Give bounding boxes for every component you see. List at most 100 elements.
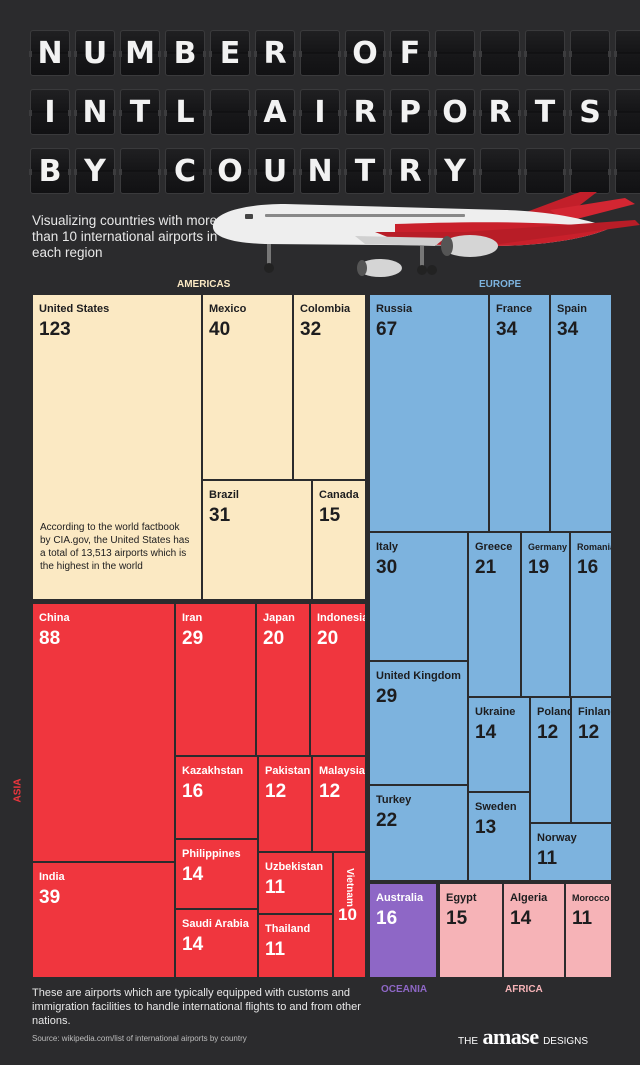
treemap-cell-philippines: Philippines 14 (175, 839, 258, 909)
treemap-cell-morocco: Morocco 11 (565, 883, 612, 978)
title-letter-tile: R (344, 89, 386, 135)
country-name: Poland (537, 706, 571, 718)
country-value: 34 (496, 319, 518, 340)
country-value: 123 (39, 319, 71, 340)
title-letter-tile: T (119, 89, 161, 135)
country-name: Vietnam (343, 868, 355, 907)
country-name: Pakistan (265, 765, 311, 777)
treemap-cell-italy: Italy 30 (369, 532, 468, 661)
country-name: Romania (577, 542, 612, 552)
country-name: Indonesia (317, 612, 366, 624)
title-letter-tile: I (29, 89, 71, 135)
country-name: Germany (528, 542, 568, 552)
title-letter-tile: C (164, 148, 206, 194)
title-letter-tile (524, 30, 566, 76)
region-label-asia: ASIA (12, 778, 24, 803)
title-letter-tile: N (74, 89, 116, 135)
country-value: 12 (537, 722, 559, 743)
title-letter-tile (479, 30, 521, 76)
country-name: Finland (578, 706, 611, 718)
country-name: Italy (376, 541, 399, 553)
title-letter-tile: R (479, 89, 521, 135)
treemap-cell-germany: Germany 19 (521, 532, 570, 697)
country-name: Russia (376, 303, 413, 315)
country-value: 40 (209, 319, 231, 340)
treemap-cell-thailand: Thailand 11 (258, 914, 333, 978)
country-name: Norway (537, 832, 577, 844)
treemap-cell-russia: Russia 67 (369, 294, 489, 532)
treemap-cell-india: India 39 (32, 862, 175, 978)
treemap-cell-saudi-arabia: Saudi Arabia 14 (175, 909, 258, 978)
title-letter-tile: O (209, 148, 251, 194)
treemap-cell-egypt: Egypt 15 (439, 883, 503, 978)
airplane-illustration (212, 192, 640, 277)
country-value: 16 (376, 908, 398, 929)
title-letter-tile (569, 148, 611, 194)
title-letter-tile: O (434, 89, 476, 135)
united-states-note: According to the world factbook by CIA.g… (40, 522, 190, 572)
country-name: Morocco (572, 893, 610, 903)
region-label-americas: AMERICAS (177, 279, 231, 290)
country-value: 13 (475, 817, 497, 838)
title-letter-tile: N (29, 30, 71, 76)
country-value: 10 (338, 905, 357, 924)
brand-logo: THE amase DESIGNS (458, 1024, 588, 1050)
title-letter-tile: P (389, 89, 431, 135)
country-value: 14 (182, 864, 204, 885)
title-letter-tile (614, 30, 640, 76)
country-value: 15 (446, 908, 468, 929)
treemap-cell-iran: Iran 29 (175, 603, 256, 756)
country-value: 20 (263, 628, 285, 649)
title-letter-tile (614, 89, 640, 135)
country-name: Colombia (300, 303, 351, 315)
country-name: Spain (557, 303, 587, 315)
treemap-cell-australia: Australia 16 (369, 883, 437, 978)
source-credit: Source: wikipedia.com/list of internatio… (32, 1034, 247, 1043)
title-letter-tile (524, 148, 566, 194)
region-label-europe: EUROPE (479, 279, 522, 290)
country-name: Kazakhstan (182, 765, 244, 777)
country-value: 20 (317, 628, 339, 649)
treemap-cell-france: France 34 (489, 294, 550, 532)
country-name: Australia (376, 892, 424, 904)
treemap-cell-japan: Japan 20 (256, 603, 310, 756)
treemap-cell-spain: Spain 34 (550, 294, 612, 532)
country-name: Algeria (510, 892, 548, 904)
treemap-cell-mexico: Mexico 40 (202, 294, 293, 480)
country-value: 12 (578, 722, 600, 743)
treemap-cell-colombia: Colombia 32 (293, 294, 366, 480)
title-letter-tile (434, 30, 476, 76)
treemap-cell-united-states: United States 123 (32, 294, 202, 600)
country-name: Brazil (209, 489, 239, 501)
country-value: 29 (182, 628, 204, 649)
title-letter-tile: R (389, 148, 431, 194)
treemap-cell-united-kingdom: United Kingdom 29 (369, 661, 468, 785)
country-value: 14 (182, 934, 204, 955)
title-letter-tile: E (209, 30, 251, 76)
region-label-africa: AFRICA (505, 984, 543, 995)
title-letter-tile: S (569, 89, 611, 135)
title-letter-tile (614, 148, 640, 194)
country-value: 31 (209, 505, 231, 526)
country-value: 34 (557, 319, 579, 340)
country-name: Egypt (446, 892, 477, 904)
title-letter-tile: I (299, 89, 341, 135)
country-value: 30 (376, 557, 398, 578)
title-letter-tile: M (119, 30, 161, 76)
treemap-cell-turkey: Turkey 22 (369, 785, 468, 881)
country-value: 21 (475, 557, 497, 578)
title-letter-tile (299, 30, 341, 76)
title-letter-tile: B (164, 30, 206, 76)
treemap-cell-sweden: Sweden 13 (468, 792, 530, 881)
title-letter-tile (569, 30, 611, 76)
country-value: 16 (577, 557, 599, 578)
country-value: 29 (376, 686, 398, 707)
treemap-cell-uzbekistan: Uzbekistan 11 (258, 852, 333, 914)
country-name: Philippines (182, 848, 241, 860)
country-name: Sweden (475, 801, 517, 813)
title-letter-tile: U (74, 30, 116, 76)
country-value: 11 (537, 848, 558, 869)
treemap-cell-norway: Norway 11 (530, 823, 612, 881)
country-name: France (496, 303, 533, 315)
treemap-cell-finland: Finland 12 (571, 697, 612, 823)
